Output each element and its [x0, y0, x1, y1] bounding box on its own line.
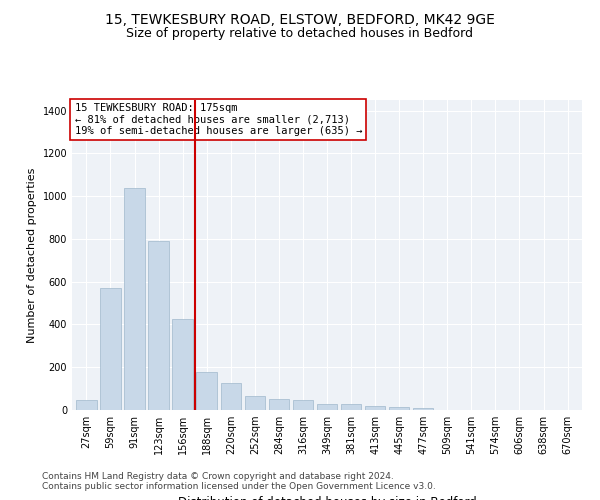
Bar [245, 396, 265, 410]
X-axis label: Distribution of detached houses by size in Bedford: Distribution of detached houses by size … [178, 496, 476, 500]
Bar [413, 408, 433, 410]
Bar [341, 404, 361, 410]
Bar [221, 382, 241, 410]
Bar [100, 288, 121, 410]
Bar [196, 372, 217, 410]
Bar [293, 400, 313, 410]
Text: 15 TEWKESBURY ROAD: 175sqm
← 81% of detached houses are smaller (2,713)
19% of s: 15 TEWKESBURY ROAD: 175sqm ← 81% of deta… [74, 103, 362, 136]
Bar [389, 407, 409, 410]
Bar [172, 319, 193, 410]
Text: Contains public sector information licensed under the Open Government Licence v3: Contains public sector information licen… [42, 482, 436, 491]
Bar [317, 404, 337, 410]
Bar [269, 400, 289, 410]
Text: Contains HM Land Registry data © Crown copyright and database right 2024.: Contains HM Land Registry data © Crown c… [42, 472, 394, 481]
Bar [124, 188, 145, 410]
Bar [76, 400, 97, 410]
Bar [365, 406, 385, 410]
Y-axis label: Number of detached properties: Number of detached properties [27, 168, 37, 342]
Text: Size of property relative to detached houses in Bedford: Size of property relative to detached ho… [127, 28, 473, 40]
Text: 15, TEWKESBURY ROAD, ELSTOW, BEDFORD, MK42 9GE: 15, TEWKESBURY ROAD, ELSTOW, BEDFORD, MK… [105, 12, 495, 26]
Bar [148, 241, 169, 410]
